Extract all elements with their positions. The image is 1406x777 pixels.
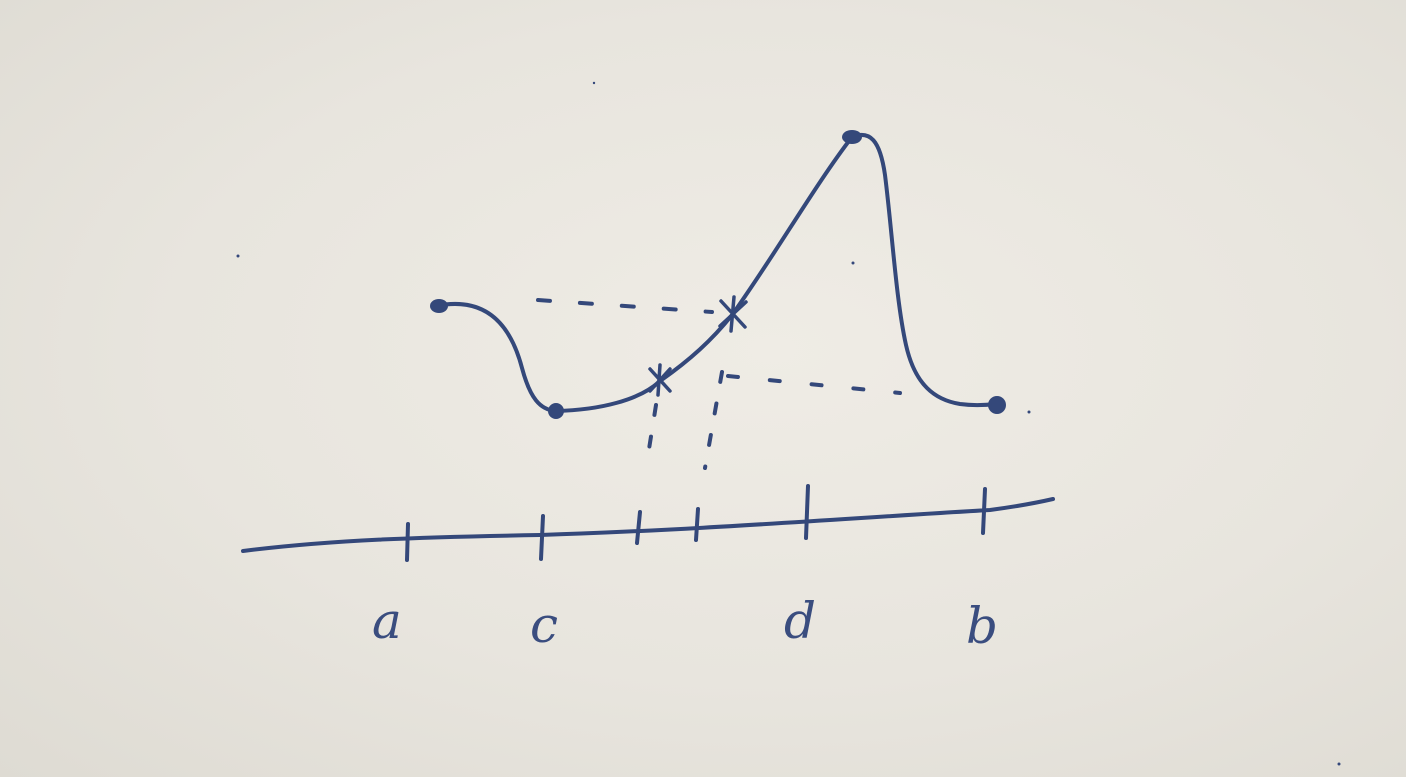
intersection-marks: [648, 295, 748, 397]
label-c: c: [530, 596, 558, 654]
dashed-guides: [536, 298, 902, 470]
label-b: b: [966, 597, 998, 655]
dashed-vertical-right: [703, 370, 724, 470]
minimum-point-dot: [548, 403, 564, 419]
tick-x2: [694, 507, 700, 542]
tick-b: [981, 487, 987, 535]
label-d: d: [784, 592, 816, 650]
dashed-vertical-left: [644, 403, 658, 470]
maximum-point-dot: [842, 130, 862, 144]
star-mark-upper: [718, 295, 748, 333]
speck: [851, 261, 855, 265]
dashed-horizontal-upper: [536, 298, 714, 314]
tick-c: [539, 514, 545, 561]
speck: [592, 81, 596, 85]
star-mark-lower: [648, 363, 672, 397]
axis-labels: a c d b: [372, 592, 998, 655]
tick-a: [405, 522, 410, 562]
speck: [1337, 762, 1341, 766]
speck: [1027, 410, 1031, 414]
curve-points: [430, 130, 1006, 419]
x-axis-line: [241, 497, 1055, 553]
end-point-dot: [988, 396, 1006, 414]
tick-d: [804, 484, 810, 540]
dashed-horizontal-lower: [726, 374, 902, 395]
speck: [236, 254, 240, 258]
label-a: a: [372, 592, 402, 650]
axis-ticks: [405, 484, 987, 562]
start-point-dot: [430, 299, 448, 313]
tick-x1: [635, 510, 642, 545]
paper-specks: [236, 81, 1341, 766]
function-curve: [434, 132, 998, 413]
